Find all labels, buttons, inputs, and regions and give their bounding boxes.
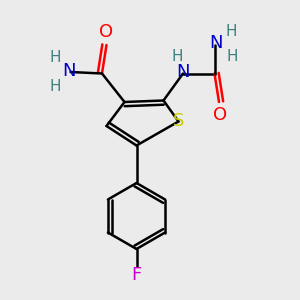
Text: N: N [62,61,76,80]
Text: S: S [173,112,184,130]
Text: H: H [225,24,237,39]
Text: N: N [176,63,190,81]
Text: H: H [172,49,183,64]
Text: O: O [99,23,114,41]
Text: H: H [49,50,61,65]
Text: N: N [209,34,223,52]
Text: O: O [213,106,228,124]
Text: F: F [131,266,142,284]
Text: H: H [49,79,61,94]
Text: H: H [227,49,238,64]
